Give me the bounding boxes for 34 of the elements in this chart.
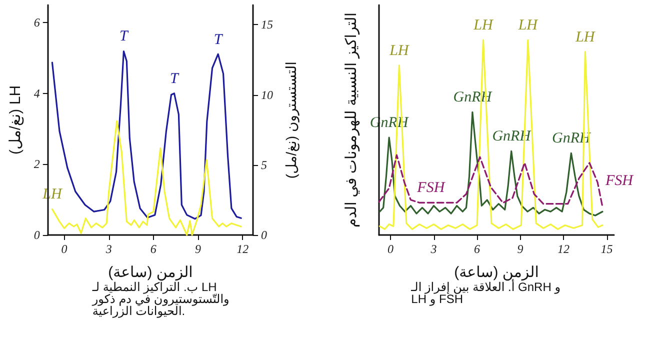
x-tick-label: 15 — [600, 242, 613, 256]
x-tick-label: 6 — [474, 242, 480, 256]
annotation: FSH — [416, 180, 446, 196]
y-axis-title: التراكيز النسبية للهرمونات في الدم — [343, 12, 360, 228]
annotation: LH — [574, 29, 596, 46]
y2-tick-label: 15 — [261, 18, 273, 32]
y2-tick-label: 5 — [261, 158, 267, 172]
x-axis-title: الزمن (ساعة) — [454, 264, 539, 281]
y-tick-label: 0 — [34, 228, 40, 242]
annotation: LH — [472, 18, 494, 34]
x-tick-label: 12 — [558, 242, 570, 256]
x-tick-label: 3 — [104, 242, 112, 256]
y-tick-label: 6 — [34, 16, 40, 30]
annotation: T — [170, 70, 180, 87]
text: ب. التراكيز النمطية لـ LH والتّستوستيرون في دم ذكور الحيوانات الزراعية. — [91, 280, 233, 318]
x-tick-label: 12 — [236, 242, 249, 256]
x-tick-label: 6 — [150, 242, 156, 256]
x-tick-label: 3 — [430, 242, 437, 256]
y2-axis-title: التستسترون (نغ/مل) — [282, 61, 300, 179]
x-tick-label: 0 — [388, 242, 394, 256]
y-tick-label: 4 — [34, 86, 40, 100]
x-tick-label: 9 — [195, 242, 202, 256]
x-tick-label: 0 — [61, 242, 68, 256]
annotation: LH — [388, 42, 410, 59]
x-axis-title: الزمن (ساعة) — [108, 264, 193, 281]
y-tick-label: 2 — [34, 157, 40, 172]
annotation: FSH — [604, 173, 634, 190]
annotation: LH — [517, 18, 539, 34]
annotation: T — [214, 32, 224, 48]
y2-tick-label: 10 — [261, 88, 273, 102]
y-axis-title: (نغ/مل) LH — [7, 85, 24, 155]
y2-tick-label: 0 — [261, 228, 267, 242]
x-tick-label: 9 — [517, 242, 524, 256]
annotation: T — [120, 28, 130, 44]
